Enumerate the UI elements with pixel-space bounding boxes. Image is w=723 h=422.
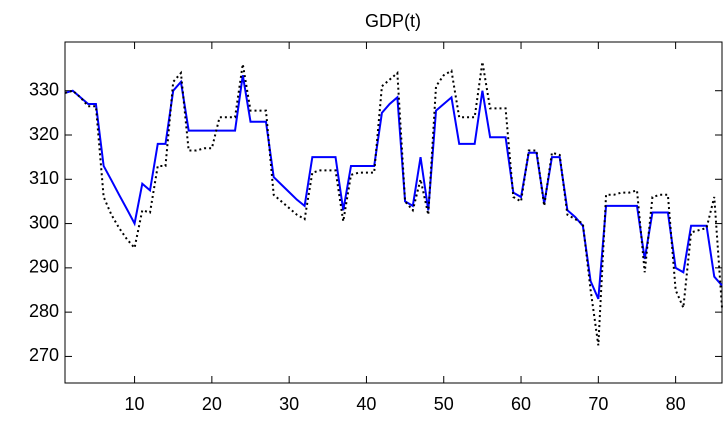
y-tick-label: 330 [29,79,59,99]
y-tick-label: 300 [29,212,59,232]
x-tick-label: 20 [202,394,222,414]
x-tick-label: 60 [511,394,531,414]
y-tick-label: 320 [29,124,59,144]
y-tick-label: 270 [29,345,59,365]
x-tick-label: 40 [356,394,376,414]
x-tick-label: 10 [125,394,145,414]
y-tick-label: 280 [29,301,59,321]
data-line [64,61,723,346]
x-tick-label: 50 [434,394,454,414]
x-tick-label: 80 [666,394,686,414]
chart-title: GDP(t) [365,11,421,31]
x-tick-label: 70 [588,394,608,414]
y-tick-label: 310 [29,168,59,188]
data-line [64,75,723,300]
x-tick-label: 30 [279,394,299,414]
y-tick-label: 290 [29,257,59,277]
plot-frame [64,41,723,384]
